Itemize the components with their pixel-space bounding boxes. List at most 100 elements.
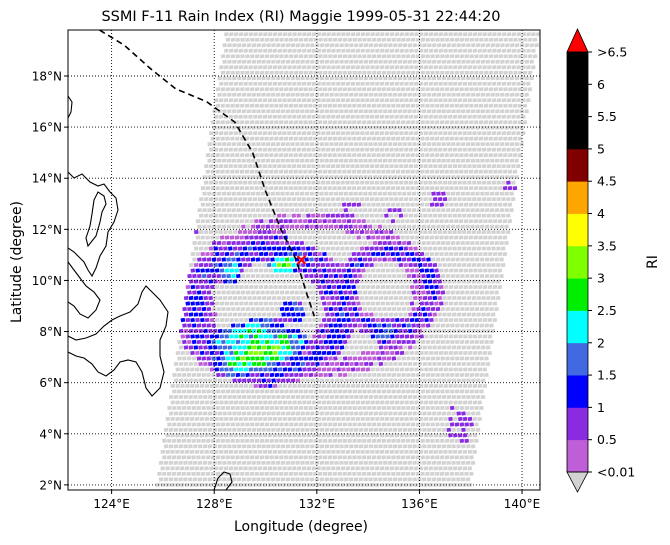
swath-pixel (352, 356, 358, 361)
swath-pixel (402, 345, 408, 350)
swath-pixel (363, 444, 369, 449)
swath-pixel (263, 400, 268, 405)
swath-pixel (183, 328, 189, 334)
swath-pixel (506, 98, 512, 103)
swath-pixel (232, 394, 237, 400)
swath-pixel (403, 131, 409, 136)
swath-pixel (462, 213, 467, 218)
swath-pixel (286, 295, 291, 301)
swath-pixel (367, 208, 373, 213)
swath-pixel (255, 306, 261, 312)
swath-pixel (320, 180, 326, 185)
swath-pixel (246, 477, 252, 482)
swath-pixel (254, 136, 260, 141)
swath-pixel (488, 202, 493, 207)
swath-pixel (420, 438, 426, 443)
swath-pixel (384, 147, 390, 152)
swath-pixel (190, 284, 196, 290)
swath-pixel (318, 438, 323, 443)
swath-pixel (426, 125, 432, 130)
swath-pixel (230, 103, 235, 108)
swath-pixel (476, 229, 482, 235)
swath-pixel (400, 186, 406, 191)
swath-pixel (268, 186, 274, 191)
swath-pixel (324, 378, 330, 383)
swath-pixel (225, 103, 231, 108)
swath-pixel (441, 394, 447, 400)
swath-pixel (341, 186, 347, 191)
swath-pixel (234, 268, 240, 273)
swath-pixel (374, 262, 379, 268)
swath-pixel (283, 87, 289, 92)
swath-pixel (405, 438, 411, 443)
swath-pixel (197, 240, 202, 246)
swath-pixel (327, 186, 333, 191)
swath-pixel (391, 290, 397, 295)
swath-pixel (393, 378, 398, 383)
swath-pixel (454, 339, 460, 345)
swath-pixel (251, 411, 257, 416)
swath-pixel (254, 120, 260, 125)
swath-pixel (499, 257, 504, 262)
swath-pixel (287, 284, 293, 290)
swath-pixel (236, 257, 241, 262)
swath-pixel (458, 219, 464, 224)
swath-pixel (460, 109, 466, 114)
swath-pixel (346, 202, 352, 207)
swath-pixel (255, 323, 260, 328)
swath-pixel (361, 87, 367, 92)
swath-pixel (505, 213, 511, 218)
swath-pixel (335, 246, 340, 251)
swath-pixel (193, 427, 198, 432)
swath-pixel (400, 268, 405, 273)
swath-pixel (446, 378, 452, 383)
swath-pixel (468, 301, 473, 306)
swath-pixel (308, 339, 314, 345)
swath-pixel (459, 70, 465, 75)
swath-pixel (264, 438, 270, 443)
swath-pixel (242, 345, 247, 350)
swath-pixel (379, 81, 385, 86)
swath-pixel (241, 378, 247, 383)
swath-pixel (410, 70, 416, 75)
swath-pixel (406, 306, 412, 312)
swath-pixel (276, 312, 282, 317)
swath-pixel (256, 345, 262, 350)
swath-pixel (422, 76, 427, 81)
swath-pixel (491, 147, 497, 152)
swath-pixel (329, 328, 335, 334)
swath-pixel (380, 202, 386, 207)
swath-pixel (399, 433, 405, 438)
swath-pixel (424, 350, 429, 356)
swath-pixel (226, 208, 232, 213)
swath-pixel (443, 301, 449, 306)
swath-pixel (471, 262, 477, 268)
swath-pixel (410, 455, 416, 460)
swath-pixel (283, 455, 289, 460)
swath-pixel (185, 367, 190, 372)
swath-pixel (290, 444, 296, 449)
swath-pixel (388, 328, 394, 334)
swath-pixel (391, 389, 397, 394)
swath-pixel (394, 466, 400, 471)
swath-pixel (326, 317, 332, 323)
swath-pixel (353, 411, 359, 416)
swath-pixel (269, 70, 275, 75)
swath-pixel (284, 257, 290, 262)
swath-pixel (298, 455, 304, 460)
swath-pixel (350, 466, 356, 471)
swath-pixel (370, 416, 375, 422)
swath-pixel (231, 224, 237, 229)
swath-pixel (244, 202, 250, 207)
swath-pixel (416, 224, 422, 229)
swath-pixel (214, 383, 220, 389)
swath-pixel (216, 191, 222, 196)
swath-pixel (450, 142, 456, 147)
swath-pixel (404, 433, 409, 438)
swath-pixel (282, 416, 288, 422)
swath-pixel (514, 125, 520, 130)
swath-pixel (349, 213, 355, 218)
swath-pixel (442, 328, 447, 334)
swath-pixel (508, 70, 513, 75)
swath-pixel (249, 438, 255, 443)
